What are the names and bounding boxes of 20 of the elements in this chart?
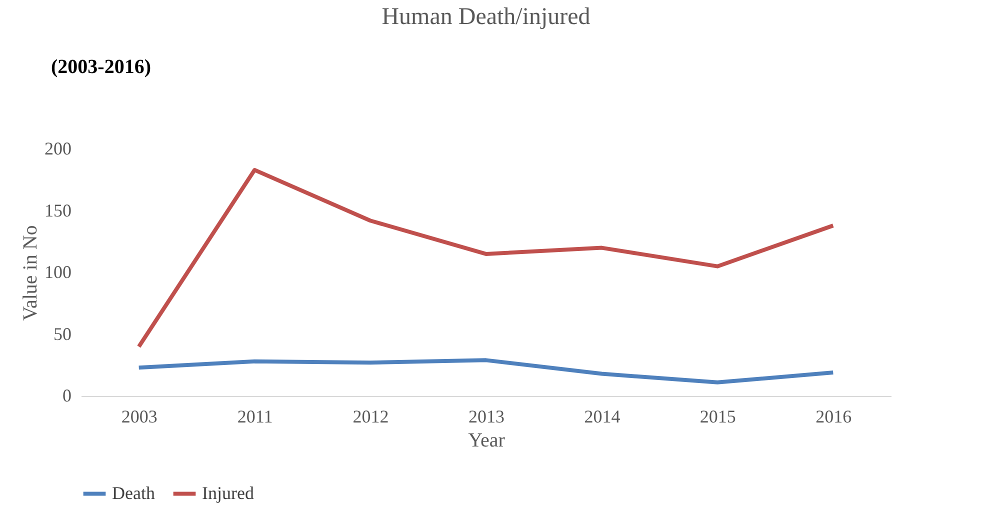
text: (2003-2016) — [51, 56, 151, 78]
x-tick-label: 2011 — [237, 406, 273, 426]
y-tick-label: 150 — [44, 200, 72, 220]
y-tick-label: 100 — [44, 262, 72, 282]
x-tick-label: 2015 — [700, 406, 736, 426]
legend-label: Death — [112, 482, 155, 503]
x-axis-title: Year — [468, 430, 506, 452]
y-tick-label: 50 — [54, 324, 72, 344]
x-tick-label: 2003 — [121, 406, 158, 426]
legend-label: Injured — [202, 482, 254, 503]
x-tick-label: 2014 — [584, 406, 620, 426]
y-axis-title: Value in No — [20, 225, 42, 321]
x-tick-label: 2013 — [468, 406, 504, 426]
line-series — [136, 168, 836, 349]
y-tick-label: 0 — [62, 386, 72, 406]
chart-title: Human Death/injured — [382, 4, 590, 30]
line-series — [136, 358, 836, 384]
x-tick-label: 2016 — [816, 406, 852, 426]
x-tick-label: 2012 — [352, 406, 389, 426]
y-tick-label: 200 — [44, 138, 72, 158]
